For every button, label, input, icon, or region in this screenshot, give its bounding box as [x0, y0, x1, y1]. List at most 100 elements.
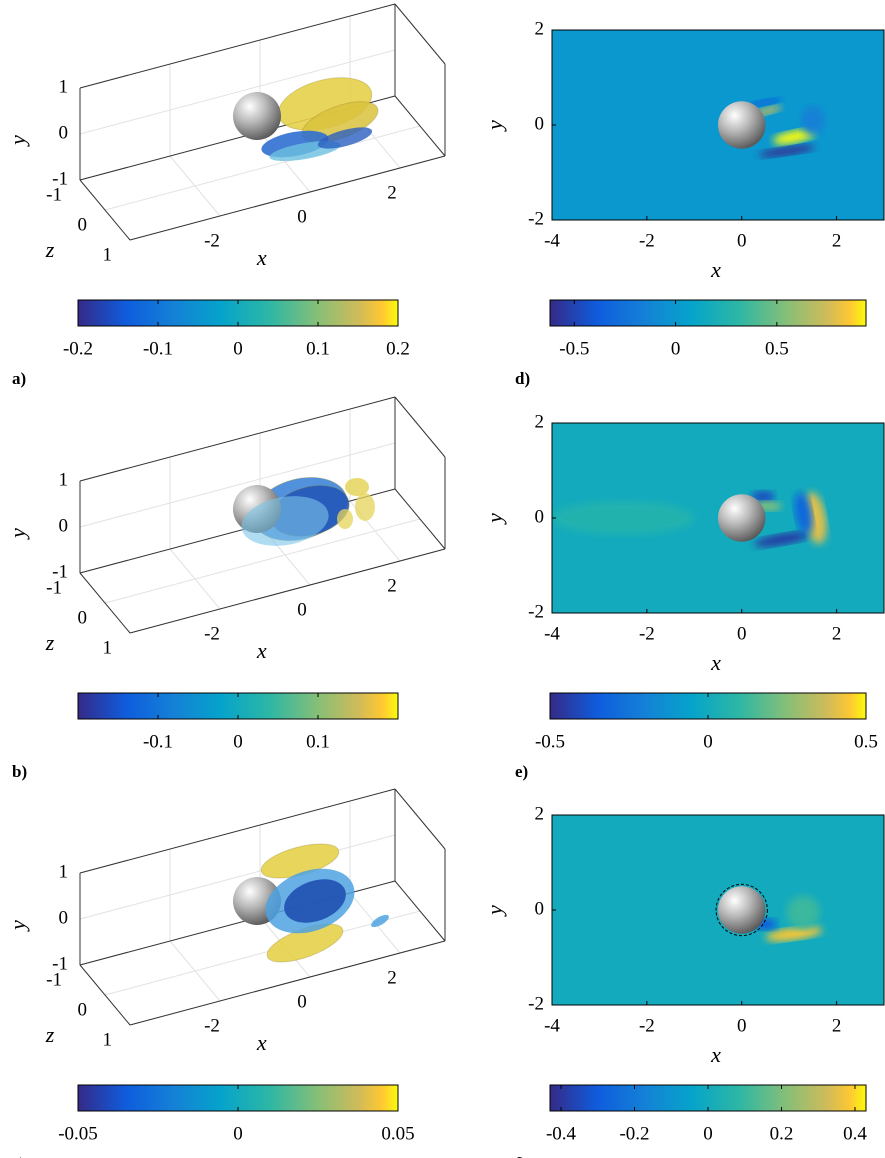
z-tick-label: 1 — [103, 637, 113, 658]
x-tick-label: -4 — [544, 623, 560, 644]
x-tick-label: 0 — [737, 230, 747, 251]
box-edge — [79, 572, 131, 634]
z-tick-label: -1 — [46, 184, 62, 205]
y-axis-label: y — [482, 905, 507, 917]
y-axis-label: y — [482, 513, 507, 525]
box-edge — [129, 548, 446, 634]
colorbar — [77, 692, 399, 720]
isosurface — [337, 509, 353, 529]
grid-line — [79, 49, 396, 135]
colorbar — [77, 1084, 399, 1112]
panel-label: c) — [12, 1154, 25, 1158]
x-tick-label: -4 — [544, 230, 560, 251]
box-edge — [394, 3, 446, 65]
y-axis-label: y — [5, 135, 30, 147]
isosurface — [241, 496, 329, 546]
colorbar-tick-label: 0.5 — [765, 338, 789, 359]
box-edge — [394, 788, 446, 850]
x-tick-label: 0 — [737, 623, 747, 644]
x-tick-label: -4 — [544, 1015, 560, 1036]
y-tick-label: 0 — [59, 907, 69, 928]
z-tick-label: 0 — [78, 214, 88, 235]
field-contour — [765, 926, 823, 942]
y-tick-label: -1 — [52, 561, 68, 582]
colorbar-tick-label: 0 — [233, 338, 243, 359]
colorbar-tick-label: 0.05 — [381, 1123, 414, 1144]
x-tick-label: -2 — [639, 623, 655, 644]
isosurface — [345, 478, 369, 496]
x-tick-label: 2 — [387, 967, 397, 988]
colorbar-tick-label: -0.2 — [619, 1123, 649, 1144]
colorbar-tick-label: 0 — [671, 338, 681, 359]
grid-line — [104, 125, 421, 211]
x-tick-label: -2 — [639, 230, 655, 251]
x-tick-label: 2 — [387, 575, 397, 596]
x-tick-label: 0 — [297, 991, 307, 1012]
sphere — [718, 494, 766, 542]
colorbar-tick-label: -0.05 — [58, 1123, 98, 1144]
field-contour — [758, 145, 815, 157]
field — [753, 895, 823, 942]
colorbar-tick-label: -0.2 — [63, 338, 93, 359]
y-axis-label: y — [5, 920, 30, 932]
box-edge — [129, 940, 446, 1026]
sphere — [233, 92, 281, 140]
box-edge — [394, 95, 446, 157]
panel-label: e) — [515, 762, 528, 781]
panel-label: b) — [12, 762, 27, 781]
field-background — [552, 30, 884, 220]
box-edge — [394, 880, 446, 942]
isosurface — [317, 127, 373, 149]
x-tick-label: 0 — [297, 599, 307, 620]
field — [749, 98, 825, 157]
x-axis-label: x — [710, 650, 721, 675]
y-tick-label: -1 — [52, 168, 68, 189]
y-tick-label: -2 — [528, 993, 544, 1014]
panel-label: d) — [515, 369, 530, 388]
colorbar-tick-label: 0.2 — [386, 338, 410, 359]
box-edge — [79, 179, 131, 241]
colorbar-tick-label: -0.1 — [143, 731, 173, 752]
z-tick-label: -1 — [46, 969, 62, 990]
y-tick-label: -1 — [52, 953, 68, 974]
grid-line — [104, 910, 421, 996]
y-tick-label: 1 — [59, 76, 69, 97]
x-axis-label: x — [710, 1042, 721, 1067]
grid-line — [79, 442, 396, 528]
separation-line — [715, 883, 768, 937]
y-tick-label: 0 — [535, 506, 545, 527]
y-tick-label: 0 — [59, 122, 69, 143]
field-background — [552, 815, 884, 1005]
x-axis-label: x — [256, 1030, 267, 1055]
field-contour — [801, 106, 825, 135]
box-edge — [394, 488, 446, 550]
y-axis-label: y — [482, 120, 507, 132]
z-axis-label: z — [45, 1022, 55, 1047]
panel-label: f) — [515, 1154, 526, 1158]
colorbar-tick-label: 0 — [233, 731, 243, 752]
box-edge — [79, 788, 396, 874]
colorbar-tick-label: 0 — [703, 731, 713, 752]
z-tick-label: 1 — [103, 244, 113, 265]
y-tick-label: 0 — [535, 113, 545, 134]
x-tick-label: 2 — [832, 230, 842, 251]
y-tick-label: 1 — [59, 469, 69, 490]
isosurface — [371, 914, 389, 928]
colorbar — [549, 299, 867, 327]
sphere — [718, 886, 766, 934]
colorbar-tick-label: -0.5 — [535, 731, 565, 752]
x-tick-label: 0 — [297, 206, 307, 227]
field-contour — [753, 531, 811, 547]
y-tick-label: 2 — [535, 803, 545, 824]
x-axis-label: x — [256, 245, 267, 270]
isosurface — [355, 493, 375, 521]
colorbar-tick-label: 0.1 — [306, 731, 330, 752]
colorbar-tick-label: 0.1 — [306, 338, 330, 359]
z-tick-label: 0 — [78, 607, 88, 628]
x-tick-label: 2 — [832, 1015, 842, 1036]
isosurface — [284, 879, 346, 923]
field-contour — [751, 490, 775, 503]
box-edge — [129, 155, 446, 241]
x-tick-label: -2 — [639, 1015, 655, 1036]
